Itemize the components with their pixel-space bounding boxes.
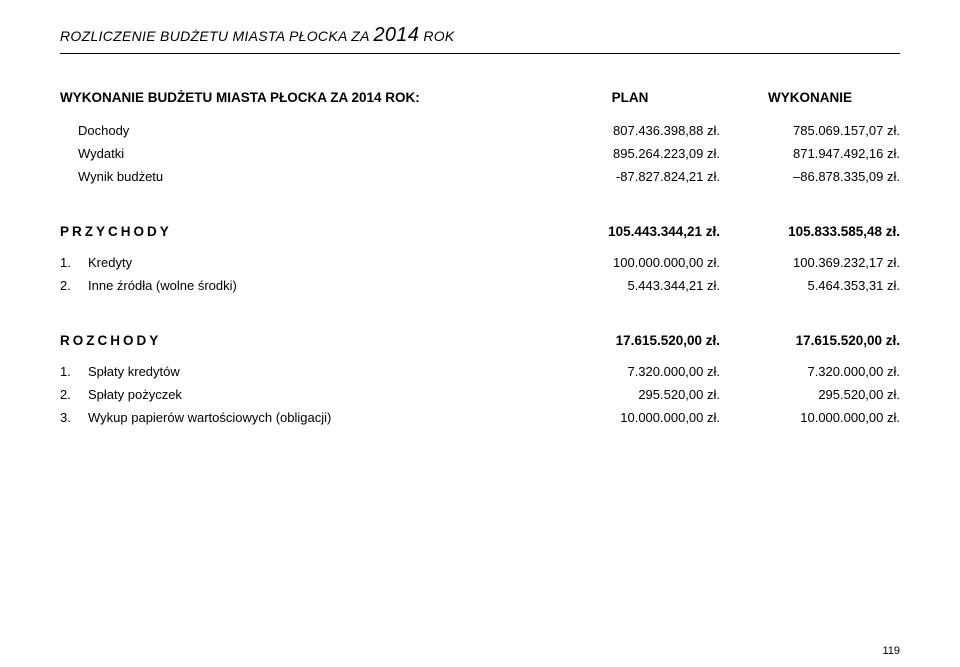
przychody-item: 2. Inne źródła (wolne środki) 5.443.344,… (60, 278, 900, 293)
item-label: Wykup papierów wartościowych (obligacji) (88, 410, 331, 425)
item-plan: 295.520,00 zł. (540, 387, 720, 402)
section-rozchody: ROZCHODY 17.615.520,00 zł. 17.615.520,00… (60, 333, 900, 348)
item-number: 2. (60, 387, 88, 402)
budget-label: Wydatki (60, 146, 540, 161)
item-label: Spłaty pożyczek (88, 387, 182, 402)
rozchody-item: 1. Spłaty kredytów 7.320.000,00 zł. 7.32… (60, 364, 900, 379)
item-number: 2. (60, 278, 88, 293)
header-wykonanie: WYKONANIE (720, 90, 900, 105)
section-plan: 17.615.520,00 zł. (540, 333, 720, 348)
item-wykonanie: 100.369.232,17 zł. (720, 255, 900, 270)
item-plan: 5.443.344,21 zł. (540, 278, 720, 293)
item-wykonanie: 10.000.000,00 zł. (720, 410, 900, 425)
section-plan: 105.443.344,21 zł. (540, 224, 720, 239)
section-przychody: PRZYCHODY 105.443.344,21 zł. 105.833.585… (60, 224, 900, 239)
przychody-item: 1. Kredyty 100.000.000,00 zł. 100.369.23… (60, 255, 900, 270)
section-title: PRZYCHODY (60, 224, 540, 239)
item-wykonanie: 7.320.000,00 zł. (720, 364, 900, 379)
item-number: 3. (60, 410, 88, 425)
budget-wykonanie: 785.069.157,07 zł. (720, 123, 900, 138)
budget-plan: 807.436.398,88 zł. (540, 123, 720, 138)
item-plan: 10.000.000,00 zł. (540, 410, 720, 425)
title-divider (60, 53, 900, 54)
budget-wykonanie: 871.947.492,16 zł. (720, 146, 900, 161)
item-label: Inne źródła (wolne środki) (88, 278, 237, 293)
budget-row: Dochody 807.436.398,88 zł. 785.069.157,0… (60, 123, 900, 138)
budget-label: Wynik budżetu (60, 169, 540, 184)
page-container: ROZLICZENIE BUDŻETU MIASTA PŁOCKA ZA 201… (0, 0, 960, 667)
budget-row: Wydatki 895.264.223,09 zł. 871.947.492,1… (60, 146, 900, 161)
item-wykonanie: 5.464.353,31 zł. (720, 278, 900, 293)
item-plan: 100.000.000,00 zł. (540, 255, 720, 270)
top-title-year: 2014 (373, 24, 419, 46)
rozchody-item: 2. Spłaty pożyczek 295.520,00 zł. 295.52… (60, 387, 900, 402)
item-number: 1. (60, 255, 88, 270)
header-row: WYKONANIE BUDŻETU MIASTA PŁOCKA ZA 2014 … (60, 90, 900, 105)
item-wykonanie: 295.520,00 zł. (720, 387, 900, 402)
header-plan: PLAN (540, 90, 720, 105)
item-label: Kredyty (88, 255, 132, 270)
budget-plan: -87.827.824,21 zł. (540, 169, 720, 184)
budget-row: Wynik budżetu -87.827.824,21 zł. –86.878… (60, 169, 900, 184)
budget-label: Dochody (60, 123, 540, 138)
header-label: WYKONANIE BUDŻETU MIASTA PŁOCKA ZA 2014 … (60, 90, 540, 105)
section-wykonanie: 105.833.585,48 zł. (720, 224, 900, 239)
page-number: 119 (882, 645, 900, 657)
section-wykonanie: 17.615.520,00 zł. (720, 333, 900, 348)
rozchody-item: 3. Wykup papierów wartościowych (obligac… (60, 410, 900, 425)
top-title-suffix: ROK (419, 28, 454, 44)
top-title-prefix: ROZLICZENIE BUDŻETU MIASTA PŁOCKA ZA (60, 28, 373, 44)
budget-plan: 895.264.223,09 zł. (540, 146, 720, 161)
item-number: 1. (60, 364, 88, 379)
item-label: Spłaty kredytów (88, 364, 180, 379)
budget-wykonanie: –86.878.335,09 zł. (720, 169, 900, 184)
top-title: ROZLICZENIE BUDŻETU MIASTA PŁOCKA ZA 201… (60, 24, 900, 47)
item-plan: 7.320.000,00 zł. (540, 364, 720, 379)
section-title: ROZCHODY (60, 333, 540, 348)
